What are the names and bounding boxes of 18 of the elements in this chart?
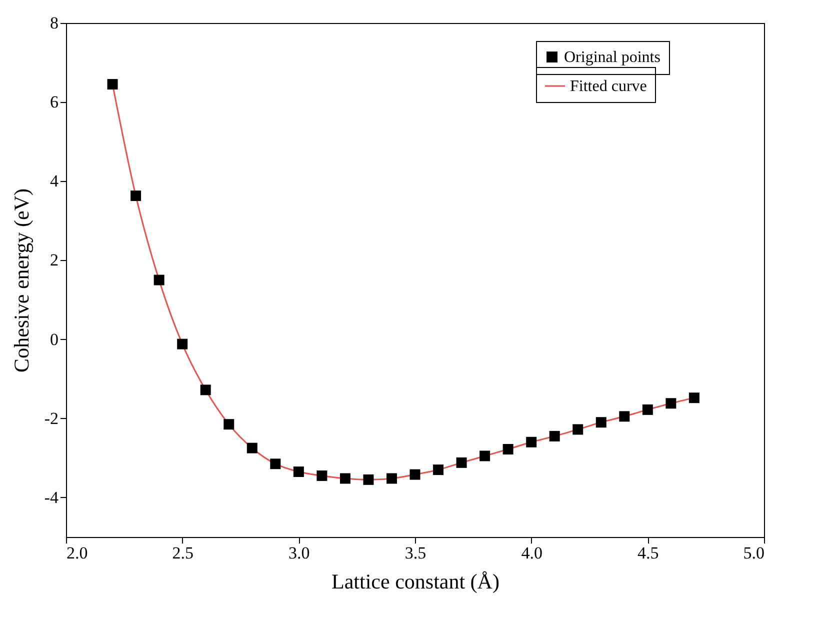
x-tick-label: 4.0 [521,544,542,562]
x-tick-label: 4.5 [638,544,659,562]
y-axis-title: Cohesive energy (eV) [9,188,34,372]
y-tick-label: 8 [50,14,58,32]
x-tick-label: 3.5 [404,544,426,562]
x-tick-label: 2.5 [172,544,194,562]
y-tick-label: 6 [50,92,58,112]
y-tick-label: 0 [50,330,58,349]
x-tick-label: 3.0 [288,544,310,562]
x-tick-label: 5.0 [743,544,764,562]
x-axis-title: Lattice constant (Å) [332,570,500,594]
y-tick-label: 2 [50,250,58,270]
y-tick-label: -2 [44,408,58,428]
y-tick-label: 4 [50,172,59,191]
y-tick-label: -4 [44,488,59,507]
x-tick-label: 2.0 [66,544,88,562]
legend-label: Original points [564,49,660,66]
legend-label: Fitted curve [570,78,647,95]
